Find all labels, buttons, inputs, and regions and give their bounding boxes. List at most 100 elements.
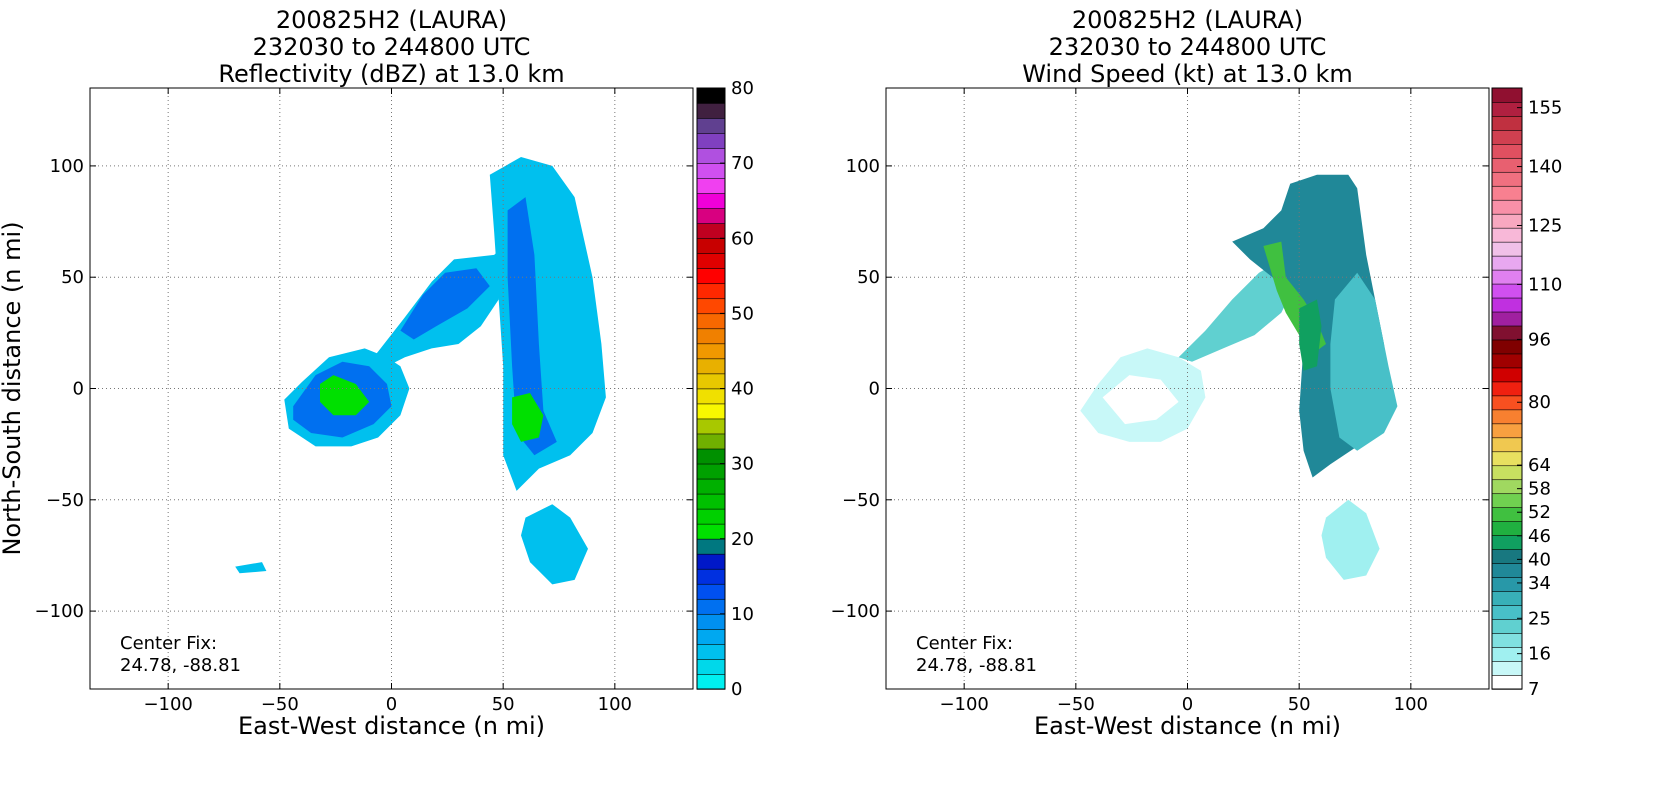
colorbar-tick-label: 64 (1528, 455, 1551, 476)
center-fix-value: 24.78, -88.81 (120, 655, 241, 676)
colorbar-segment (696, 508, 726, 525)
colorbar-tick-label: 10 (731, 604, 754, 625)
data-region-west-speck (235, 562, 267, 574)
colorbar-segment (696, 418, 726, 435)
colorbar-segment (696, 613, 726, 630)
colorbar-segment (696, 373, 726, 390)
colorbar-segment (1491, 269, 1523, 285)
colorbar-tick-label: 20 (731, 529, 754, 550)
x-axis-label: East-West distance (n mi) (238, 712, 545, 740)
colorbar-segment (696, 177, 726, 194)
colorbar-segment (696, 598, 726, 615)
colorbar-segment (1491, 520, 1523, 536)
colorbar-tick-label: 70 (731, 153, 754, 174)
colorbar-tick-label: 155 (1528, 98, 1562, 119)
colorbar-segment (696, 583, 726, 600)
chart-title-line-1: 200825H2 (LAURA) (275, 6, 508, 34)
colorbar-segment (1491, 590, 1523, 606)
colorbar-segment (696, 283, 726, 300)
colorbar-segment (696, 628, 726, 645)
colorbar-tick-label: 140 (1528, 157, 1562, 178)
colorbar-frame (1491, 87, 1523, 690)
y-tick-label: 100 (846, 156, 880, 177)
colorbar-segment (1491, 241, 1523, 257)
colorbar-segment (1491, 185, 1523, 201)
colorbar-segment (1491, 367, 1523, 383)
colorbar-segment (1491, 213, 1523, 229)
colorbar-segment (1491, 548, 1523, 564)
colorbar-segment (1491, 674, 1523, 690)
colorbar-segment (696, 267, 726, 285)
colorbar-segment (696, 463, 726, 480)
colorbar-segment (696, 222, 726, 239)
colorbar-segment (696, 523, 726, 540)
colorbar-segment (1491, 283, 1523, 299)
colorbar-segment (1491, 493, 1523, 509)
colorbar-segment (1491, 437, 1523, 453)
y-tick-label: 0 (869, 379, 880, 400)
colorbar-segment (696, 643, 726, 660)
y-axis-label: North-South distance (n mi) (0, 221, 26, 555)
colorbar-segment (696, 433, 726, 450)
x-tick-label: 50 (1288, 694, 1311, 715)
colorbar-segment (696, 207, 726, 224)
data-region-arm (1178, 254, 1300, 362)
chart-title-line-3: Reflectivity (dBZ) at 13.0 km (218, 60, 565, 88)
colorbar-segment (696, 568, 726, 585)
colorbar-segment (1491, 534, 1523, 550)
colorbar-tick-label: 25 (1528, 608, 1551, 629)
x-tick-label: 0 (386, 694, 397, 715)
data-region-north-band-core (507, 197, 557, 456)
colorbar-tick-label: 40 (1528, 549, 1551, 570)
colorbar-tick-label: 125 (1528, 215, 1562, 236)
y-tick-label: 50 (857, 267, 880, 288)
colorbar-segment (696, 252, 726, 269)
colorbar-segment (696, 553, 726, 570)
colorbar-segment (696, 403, 726, 420)
colorbar-segment (1491, 297, 1523, 313)
colorbar-segment (1491, 507, 1523, 522)
data-region-outer-band-green (320, 375, 370, 416)
colorbar-segment (1491, 353, 1523, 369)
data-region-west-speck (1040, 562, 1056, 571)
x-tick-label: −50 (261, 694, 299, 715)
colorbar-segment (1491, 143, 1523, 159)
colorbar-segment (696, 147, 726, 164)
colorbar-segment (1491, 255, 1523, 271)
colorbar-segment (696, 328, 726, 345)
colorbar-segment (1491, 660, 1523, 676)
y-axis-label: North-South distance (n mi) (820, 221, 822, 555)
y-tick-label: −50 (842, 490, 880, 511)
colorbar-segment (1491, 465, 1523, 481)
chart-title-line-1: 200825H2 (LAURA) (1071, 6, 1304, 34)
data-region-outer-band-light (1102, 375, 1179, 425)
colorbar-segment (1491, 227, 1523, 243)
colorbar-tick-label: 96 (1528, 329, 1551, 350)
chart-title-line-3: Wind Speed (kt) at 13.0 km (1022, 60, 1353, 88)
colorbar-segment (1491, 87, 1523, 103)
colorbar-segment (1491, 339, 1523, 355)
colorbar-tick-label: 30 (731, 454, 754, 475)
colorbar-tick-label: 46 (1528, 526, 1551, 547)
colorbar-segment (1491, 101, 1523, 117)
colorbar-segment (1491, 171, 1523, 187)
colorbar-segment (1491, 157, 1523, 173)
y-tick-label: 50 (61, 267, 84, 288)
colorbar-segment (1491, 381, 1523, 397)
colorbar-tick-label: 80 (1528, 392, 1551, 413)
colorbar-segment (1491, 451, 1523, 467)
data-region-north-band-green (512, 393, 544, 442)
colorbar-segment (1491, 129, 1523, 145)
x-tick-label: −100 (143, 694, 192, 715)
colorbar-segment (696, 673, 726, 690)
colorbar-segment (1491, 199, 1523, 215)
wind-speed-chart: −100 −50 0 50 100 −100 −50 0 50 100 East-West dist… (820, 87, 1562, 740)
colorbar-segment (696, 478, 726, 495)
reflectivity-panel: 200825H2 (LAURA) 232030 to 244800 UTC Re… (0, 0, 820, 787)
chart-title-line-2: 232030 to 244800 UTC (1048, 33, 1327, 61)
colorbar-segment (696, 132, 726, 149)
colorbar-segment (1491, 479, 1523, 495)
y-tick-label: −100 (35, 601, 84, 622)
center-fix-value: 24.78, -88.81 (916, 655, 1037, 676)
colorbar-tick-label: 110 (1528, 274, 1562, 295)
